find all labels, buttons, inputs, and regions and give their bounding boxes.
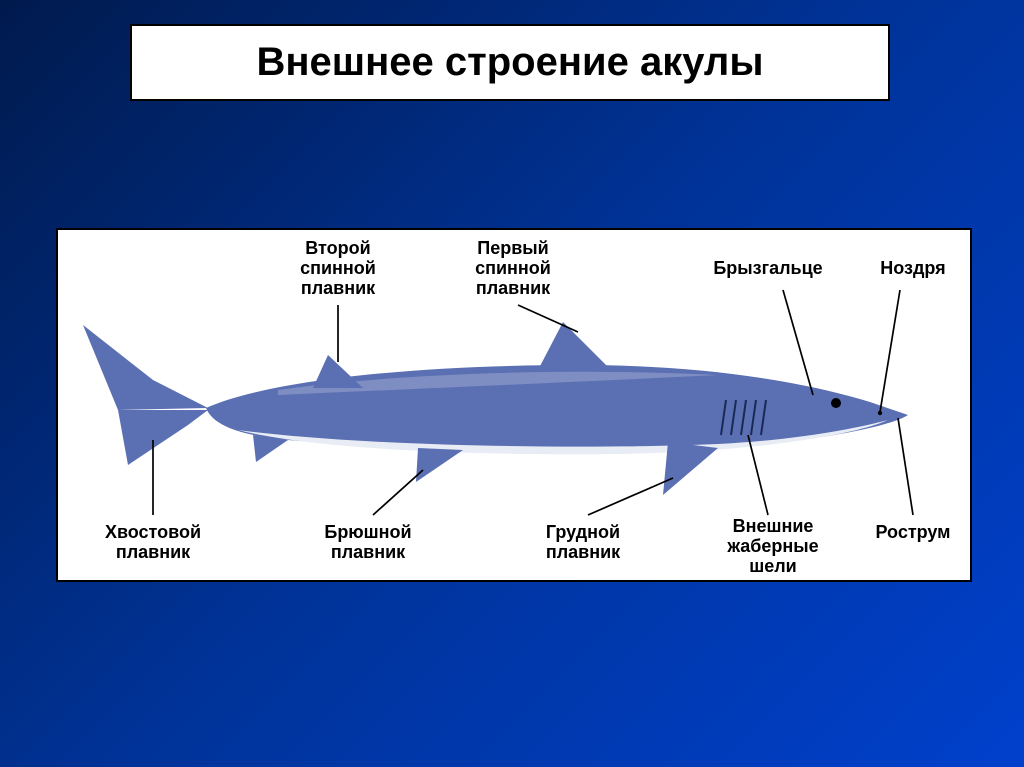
slide: Внешнее строение акулы <box>0 0 1024 767</box>
label-pelvic-1: Брюшной <box>324 522 411 542</box>
label-first-dorsal-2: спинной <box>475 258 551 278</box>
label-nostril: Ноздря <box>880 258 945 278</box>
label-second-dorsal: Второй <box>305 238 370 258</box>
labels-bottom: Хвостовой плавник Брюшной плавник Грудно… <box>105 516 951 576</box>
page-title: Внешнее строение акулы <box>256 40 763 84</box>
label-gills-1: Внешние <box>733 516 814 536</box>
label-caudal-1: Хвостовой <box>105 522 201 542</box>
label-pectoral-1: Грудной <box>546 522 620 542</box>
shark-diagram: Второй спинной плавник Первый спинной пл… <box>56 228 972 582</box>
shark-body <box>83 322 908 495</box>
shark-svg: Второй спинной плавник Первый спинной пл… <box>58 230 970 580</box>
label-pectoral-2: плавник <box>546 542 621 562</box>
label-pelvic-2: плавник <box>331 542 406 562</box>
label-caudal-2: плавник <box>116 542 191 562</box>
label-spiracle: Брызгальце <box>713 258 822 278</box>
label-rostrum: Рострум <box>876 522 951 542</box>
label-second-dorsal-2: спинной <box>300 258 376 278</box>
title-box: Внешнее строение акулы <box>130 24 890 101</box>
labels-top: Второй спинной плавник Первый спинной пл… <box>300 238 946 298</box>
label-gills-3: шели <box>749 556 797 576</box>
label-first-dorsal: Первый <box>477 238 548 258</box>
label-first-dorsal-3: плавник <box>476 278 551 298</box>
label-second-dorsal-3: плавник <box>301 278 376 298</box>
label-gills-2: жаберные <box>726 536 818 556</box>
